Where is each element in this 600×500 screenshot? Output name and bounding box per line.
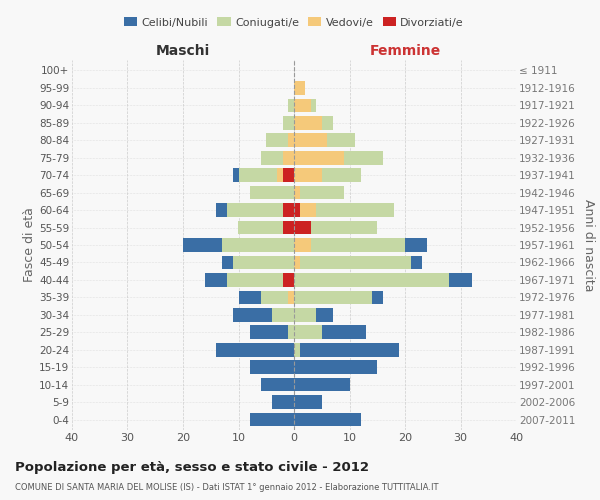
Bar: [250, 412, 294, 426]
Bar: [294, 256, 299, 270]
Bar: [299, 256, 410, 270]
Bar: [283, 204, 294, 217]
Text: Maschi: Maschi: [156, 44, 210, 59]
Bar: [294, 186, 299, 200]
Bar: [289, 98, 294, 112]
Bar: [233, 168, 239, 182]
Bar: [294, 308, 316, 322]
Bar: [227, 204, 283, 217]
Bar: [410, 256, 422, 270]
Bar: [277, 168, 283, 182]
Bar: [222, 238, 294, 252]
Bar: [299, 343, 400, 356]
Bar: [322, 116, 333, 130]
Bar: [222, 256, 233, 270]
Bar: [216, 343, 294, 356]
Bar: [372, 290, 383, 304]
Y-axis label: Fasce di età: Fasce di età: [23, 208, 36, 282]
Bar: [316, 308, 333, 322]
Legend: Celibi/Nubili, Coniugati/e, Vedovi/e, Divorziati/e: Celibi/Nubili, Coniugati/e, Vedovi/e, Di…: [121, 14, 467, 31]
Bar: [294, 98, 311, 112]
Bar: [311, 98, 316, 112]
Bar: [294, 396, 322, 409]
Bar: [322, 326, 366, 339]
Bar: [311, 238, 405, 252]
Bar: [233, 256, 294, 270]
Text: Popolazione per età, sesso e stato civile - 2012: Popolazione per età, sesso e stato civil…: [15, 462, 369, 474]
Bar: [294, 81, 305, 94]
Bar: [250, 186, 294, 200]
Bar: [294, 326, 322, 339]
Bar: [294, 151, 344, 164]
Bar: [289, 134, 294, 147]
Bar: [299, 186, 344, 200]
Text: Femmine: Femmine: [370, 44, 440, 59]
Text: COMUNE DI SANTA MARIA DEL MOLISE (IS) - Dati ISTAT 1° gennaio 2012 - Elaborazion: COMUNE DI SANTA MARIA DEL MOLISE (IS) - …: [15, 484, 439, 492]
Bar: [272, 308, 294, 322]
Bar: [294, 343, 299, 356]
Bar: [272, 396, 294, 409]
Bar: [328, 134, 355, 147]
Bar: [316, 204, 394, 217]
Bar: [322, 168, 361, 182]
Bar: [216, 204, 227, 217]
Bar: [283, 168, 294, 182]
Bar: [294, 412, 361, 426]
Bar: [311, 220, 377, 234]
Bar: [294, 220, 311, 234]
Bar: [239, 290, 260, 304]
Bar: [299, 204, 316, 217]
Y-axis label: Anni di nascita: Anni di nascita: [582, 198, 595, 291]
Bar: [233, 308, 272, 322]
Bar: [227, 273, 283, 286]
Bar: [289, 290, 294, 304]
Bar: [266, 134, 289, 147]
Bar: [205, 273, 227, 286]
Bar: [250, 326, 289, 339]
Bar: [239, 168, 277, 182]
Bar: [294, 116, 322, 130]
Bar: [260, 290, 289, 304]
Bar: [294, 360, 377, 374]
Bar: [294, 134, 328, 147]
Bar: [294, 290, 372, 304]
Bar: [260, 378, 294, 392]
Bar: [294, 204, 299, 217]
Bar: [344, 151, 383, 164]
Bar: [449, 273, 472, 286]
Bar: [294, 168, 322, 182]
Bar: [283, 151, 294, 164]
Bar: [294, 238, 311, 252]
Bar: [405, 238, 427, 252]
Bar: [294, 378, 349, 392]
Bar: [294, 273, 449, 286]
Bar: [260, 151, 283, 164]
Bar: [238, 220, 283, 234]
Bar: [283, 220, 294, 234]
Bar: [283, 116, 294, 130]
Bar: [289, 326, 294, 339]
Bar: [250, 360, 294, 374]
Bar: [283, 273, 294, 286]
Bar: [183, 238, 222, 252]
